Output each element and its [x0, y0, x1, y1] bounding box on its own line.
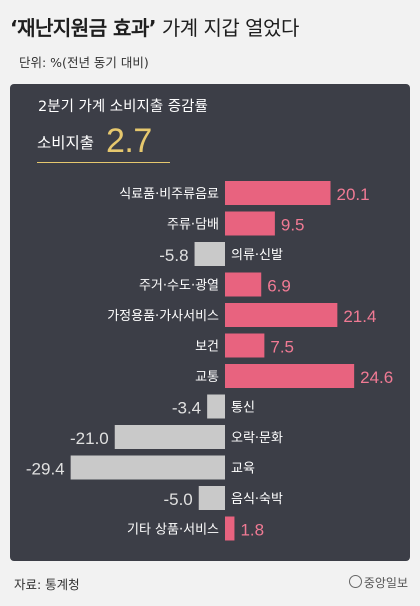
value-label: -3.4	[172, 399, 201, 418]
value-label: 1.8	[240, 521, 264, 540]
bar-3	[194, 242, 225, 266]
bar-7	[225, 364, 355, 388]
category-label: 교육	[231, 462, 255, 477]
bar-10	[70, 455, 226, 480]
headline-rest: 가계 지갑 열었다	[155, 16, 300, 40]
category-label: 주류·담배	[167, 218, 219, 233]
value-label: 20.1	[337, 185, 370, 204]
value-label: 9.5	[281, 216, 305, 235]
value-label: -29.4	[26, 460, 65, 479]
category-label: 보건	[195, 340, 219, 355]
bar-9	[114, 425, 225, 449]
category-label: 교통	[195, 370, 219, 385]
headline-quoted: ‘재난지원금 효과’	[10, 16, 156, 40]
category-label: 의류·신발	[231, 248, 283, 263]
bar-12	[225, 516, 235, 541]
headline: ‘재난지원금 효과’ 가계 지갑 열었다	[10, 12, 299, 41]
category-label: 식료품·비주류음료	[119, 187, 219, 202]
chart-title: 2분기 가계 소비지출 증감률	[38, 99, 208, 115]
bar-5	[225, 303, 338, 327]
value-label: 6.9	[267, 277, 291, 296]
category-label: 음식·숙박	[231, 492, 283, 507]
category-label: 기타 상품·서비스	[127, 523, 219, 538]
bar-4	[225, 272, 262, 297]
value-label: 24.6	[360, 368, 393, 387]
source-note: 자료: 통계청	[14, 577, 80, 592]
category-label: 통신	[231, 401, 255, 416]
bar-6	[225, 333, 265, 358]
category-label: 주거·수도·광열	[139, 279, 219, 294]
value-label: 7.5	[270, 338, 294, 357]
category-label: 오락·문화	[231, 431, 283, 446]
category-label: 가정용품·가사서비스	[107, 309, 219, 324]
total-spending-label: 소비지출	[37, 134, 95, 152]
chart-panel: 2분기 가계 소비지출 증감률 소비지출 2.7	[10, 84, 410, 561]
value-label: -5.0	[163, 490, 192, 509]
publisher-logo: 중앙일보	[348, 574, 408, 591]
bar-2	[225, 211, 275, 236]
value-label: 21.4	[343, 307, 376, 326]
publisher-logo-text: 중앙일보	[363, 576, 408, 590]
unit-note: 단위: %(전년 동기 대비)	[19, 55, 149, 70]
value-label: -5.8	[159, 246, 188, 265]
total-spending-value: 2.7	[106, 122, 152, 160]
logo-mark-icon	[348, 575, 362, 588]
bar-11	[198, 486, 225, 510]
total-spending: 소비지출 2.7	[37, 122, 170, 163]
bar-1	[225, 181, 331, 205]
value-label: -21.0	[70, 429, 109, 448]
bar-8	[207, 394, 225, 419]
